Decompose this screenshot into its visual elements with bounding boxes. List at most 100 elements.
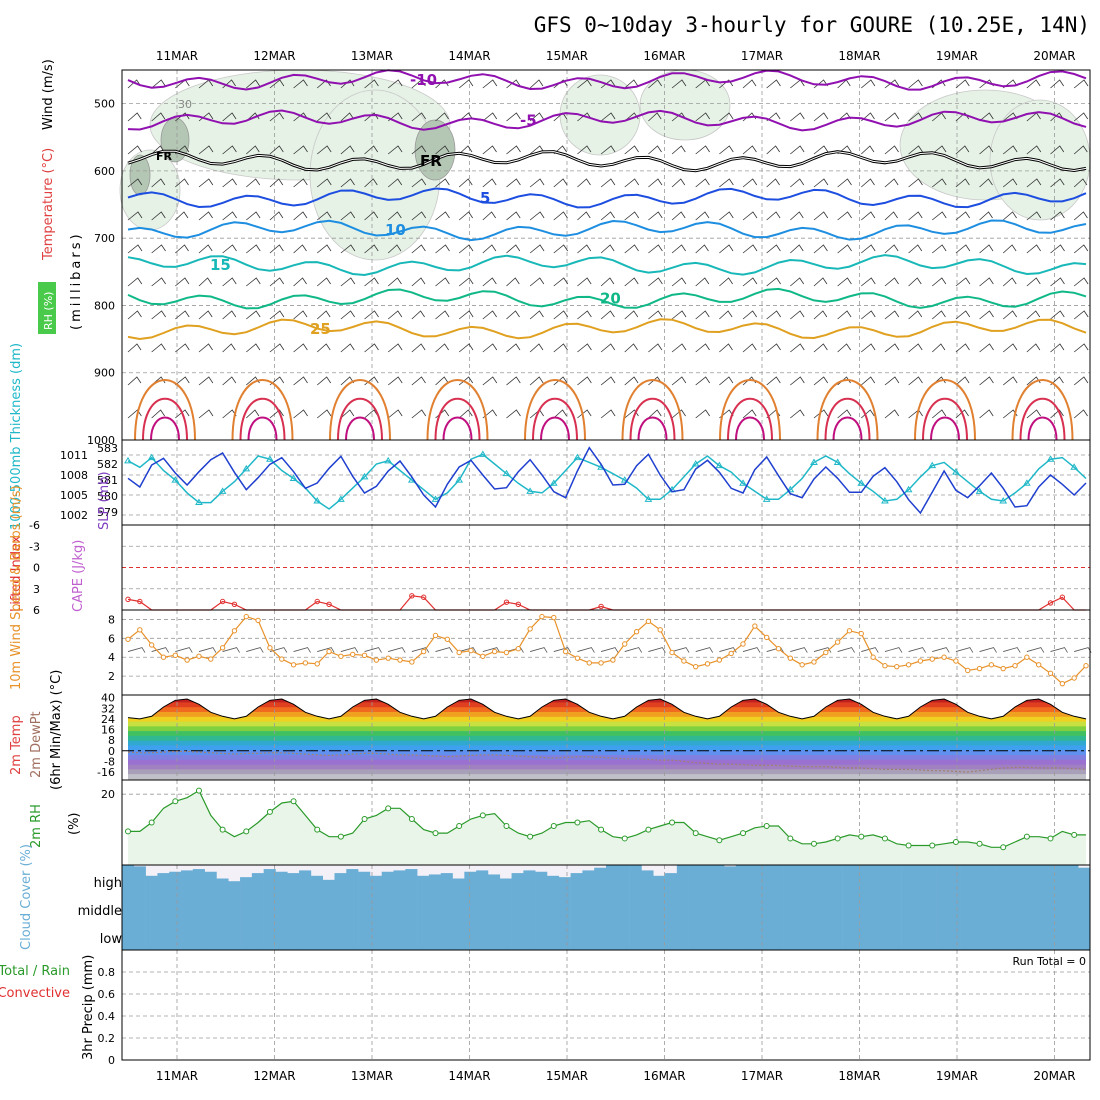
wind-barb — [340, 409, 355, 419]
li-tick: 0 — [33, 562, 40, 575]
temp-label: 2m Temp — [9, 715, 24, 775]
cloud-bar — [641, 870, 654, 892]
wind-barb — [198, 310, 213, 320]
wind-barb — [506, 343, 521, 353]
cloud-bar — [936, 921, 949, 950]
thickness-marker — [644, 495, 653, 502]
cloud-bar — [535, 892, 548, 921]
wind-barb — [884, 409, 900, 419]
rh-contour-label: 30 — [178, 98, 192, 111]
cloud-bar — [523, 870, 536, 892]
wind-barb — [766, 79, 781, 89]
pressure-axis-label: (millibars) — [69, 231, 84, 330]
wind-barb — [387, 79, 403, 89]
cloud-bar — [346, 869, 359, 892]
wind-speed-point — [1035, 662, 1042, 668]
wind-barb — [198, 178, 214, 188]
rh-point — [929, 842, 936, 849]
wind-barb — [198, 145, 214, 155]
precip-tick: 0.4 — [98, 1010, 116, 1023]
cloud-bar — [594, 892, 607, 921]
rh-point — [219, 826, 226, 833]
warm-contour — [1027, 416, 1058, 441]
wind-barb — [411, 244, 426, 254]
li-tick: 3 — [33, 583, 40, 596]
wind-barb-10m — [246, 647, 264, 653]
cloud-bar — [204, 871, 217, 892]
cloud-bar — [1078, 892, 1091, 921]
wind-speed-point — [799, 662, 805, 668]
cloud-bar — [204, 921, 217, 950]
cloud-bar — [440, 921, 453, 950]
wind-barb — [931, 409, 947, 419]
wind-barb — [1026, 79, 1041, 89]
warm-contour — [914, 379, 976, 441]
precip-convective-label: Convective — [0, 986, 70, 1001]
cloud-bar — [1030, 921, 1044, 950]
wind-barb — [837, 211, 852, 221]
wind-barb — [695, 310, 710, 320]
cloud-bar — [617, 865, 630, 892]
wind-barb — [222, 277, 237, 287]
cloud-bar — [724, 892, 737, 921]
date-label-top: 15MAR — [546, 49, 588, 63]
wind-barb — [387, 409, 403, 419]
cloud-bar — [275, 921, 288, 950]
wind-barb — [458, 376, 474, 386]
wind-barb — [648, 145, 662, 155]
temp-band — [128, 774, 1086, 780]
rh-point — [243, 828, 250, 835]
wind-speed-point — [929, 656, 935, 662]
wind-barb-10m — [884, 647, 903, 653]
cloud-bar — [192, 869, 205, 892]
temp-band — [128, 764, 1086, 770]
thickness-tick: 580 — [97, 490, 118, 503]
wind-speed-point — [468, 647, 474, 654]
cloud-bar — [464, 871, 477, 892]
thickness-marker — [195, 498, 203, 506]
wind-barb-10m — [530, 647, 548, 653]
temp-tick: 16 — [101, 724, 115, 737]
precip-total-label: Total / Rain — [0, 964, 70, 979]
wind-barb — [246, 277, 261, 287]
wind-speed-point — [539, 613, 545, 620]
wind-speed-point — [255, 617, 261, 624]
wind-barb — [435, 145, 450, 155]
wind-barb — [127, 343, 142, 353]
cloud-bar — [759, 865, 772, 892]
date-label-top: 17MAR — [741, 49, 783, 63]
wind-barb — [813, 343, 828, 353]
lifted-index-point — [137, 598, 143, 605]
wind-barb — [293, 145, 308, 155]
wind-speed-point — [586, 660, 592, 666]
wind-barb — [482, 277, 497, 287]
cloud-bar — [853, 892, 867, 921]
wind-barb — [198, 211, 213, 221]
wind-speed-point — [610, 657, 616, 663]
wind-speed-point — [598, 660, 604, 666]
wind-speed-point — [574, 655, 581, 661]
wind-barb — [1050, 211, 1065, 221]
cloud-bar — [960, 921, 973, 950]
cloud-bar — [700, 892, 713, 921]
wind-barb — [695, 145, 710, 155]
rh-point — [1047, 835, 1054, 842]
warm-contour — [1019, 397, 1066, 441]
cloud-bar — [1078, 921, 1091, 950]
wind-speed-point — [1083, 663, 1089, 669]
wind-speed-point — [787, 655, 794, 661]
wind-barb — [1050, 145, 1065, 155]
wind-barb — [387, 211, 402, 221]
cloud-bar — [358, 892, 371, 921]
wind-barb — [529, 310, 544, 320]
temp-band — [128, 745, 1086, 751]
rh-point — [598, 826, 605, 833]
wind-barb — [955, 343, 970, 353]
wind-barb — [837, 277, 852, 287]
wind-barb — [364, 211, 379, 221]
thickness-marker — [904, 485, 913, 493]
cloud-bar — [617, 892, 630, 921]
rh-point — [550, 823, 557, 830]
wind-speed-point — [527, 626, 533, 632]
wind-speed-point — [657, 627, 663, 633]
